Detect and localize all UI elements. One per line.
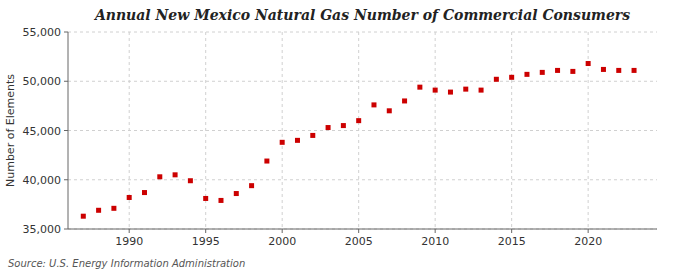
point [356, 118, 361, 123]
point [601, 67, 606, 72]
point [157, 174, 162, 179]
point [479, 88, 484, 93]
grid-line-y [68, 179, 657, 180]
y-tick-label: 55,000 [23, 26, 62, 39]
y-tick-label: 35,000 [23, 223, 62, 236]
point [81, 214, 86, 219]
point [234, 191, 239, 196]
x-tick [282, 229, 283, 233]
x-tick-label: 1995 [192, 235, 220, 248]
y-ticks: 35,000 40,000 45,000 50,000 55,000 [23, 26, 69, 236]
point [249, 183, 254, 188]
x-tick [435, 229, 436, 233]
x-tick [511, 229, 512, 233]
point [264, 159, 269, 164]
chart: 1990 1995 2000 2005 2010 2015 2020 35,000 40,000… [0, 0, 675, 275]
point [387, 108, 392, 113]
x-tick-label: 2000 [268, 235, 296, 248]
x-tick [205, 229, 206, 233]
y-tick [64, 179, 68, 180]
point [555, 68, 560, 73]
x-tick-label: 1990 [115, 235, 143, 248]
grid-line-y [68, 81, 657, 82]
grid-line-y [68, 32, 657, 33]
point [509, 75, 514, 80]
point [188, 178, 193, 183]
point [142, 190, 147, 195]
point [341, 123, 346, 128]
point [632, 68, 637, 73]
x-tick-label: 2005 [345, 235, 373, 248]
point [586, 61, 591, 66]
point [524, 72, 529, 77]
grid-line-y [68, 130, 657, 131]
x-tick [358, 229, 359, 233]
point [218, 198, 223, 203]
point [96, 208, 101, 213]
x-tick [588, 229, 589, 233]
point [326, 125, 331, 130]
source-note: Source: U.S. Energy Information Administ… [8, 258, 245, 269]
point [433, 88, 438, 93]
points [81, 61, 637, 219]
point [310, 133, 315, 138]
point [494, 77, 499, 82]
point [402, 98, 407, 103]
point [616, 68, 621, 73]
point [371, 102, 376, 107]
grid-line-y [68, 229, 657, 230]
grid-line-x [282, 32, 283, 229]
point [540, 70, 545, 75]
y-tick [64, 229, 68, 230]
x-tick-label: 2020 [574, 235, 602, 248]
x-axis-line [68, 229, 657, 230]
x-tick [129, 229, 130, 233]
point [463, 87, 468, 92]
title: Annual New Mexico Natural Gas Number of … [93, 7, 630, 23]
y-axis-label: Number of Elements [4, 74, 17, 187]
x-tick-label: 2015 [498, 235, 526, 248]
point [127, 195, 132, 200]
y-tick [64, 130, 68, 131]
y-tick [64, 81, 68, 82]
x-ticks: 1990 1995 2000 2005 2010 2015 2020 [115, 229, 602, 248]
y-tick-label: 45,000 [23, 125, 62, 138]
plot-area [68, 32, 657, 229]
y-tick [64, 32, 68, 33]
point [280, 140, 285, 145]
point [295, 138, 300, 143]
x-tick-label: 2010 [421, 235, 449, 248]
point [417, 85, 422, 90]
point [111, 206, 116, 211]
y-tick-label: 40,000 [23, 174, 62, 187]
y-tick-label: 50,000 [23, 75, 62, 88]
point [203, 196, 208, 201]
point [173, 172, 178, 177]
grid [68, 32, 657, 229]
point [570, 69, 575, 74]
point [448, 90, 453, 95]
